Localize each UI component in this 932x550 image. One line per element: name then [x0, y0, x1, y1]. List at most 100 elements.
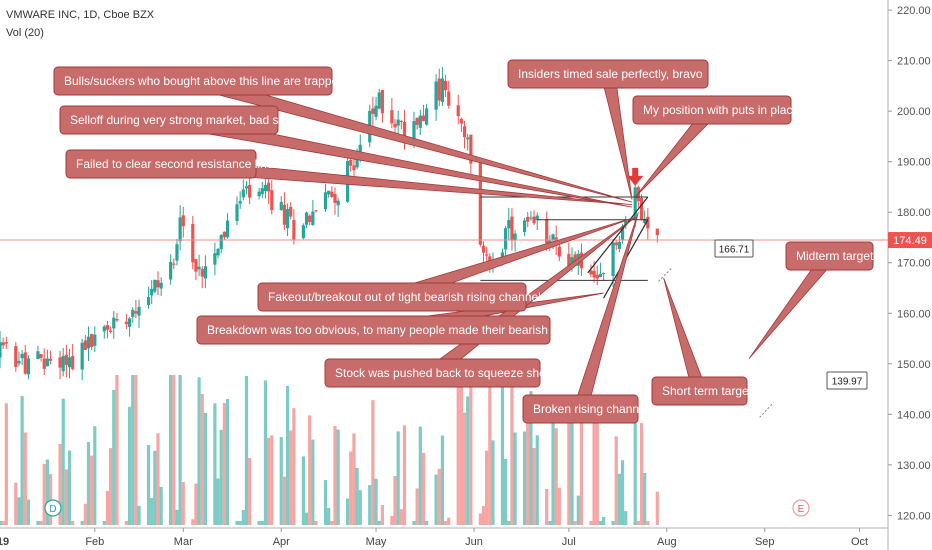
candle-body [178, 217, 182, 242]
volume-bar [425, 521, 429, 525]
candle-body [447, 91, 451, 106]
volume-bar [112, 389, 116, 525]
volume-bar [447, 517, 451, 525]
candle-body [485, 254, 489, 256]
callout-insiders-sale-box[interactable] [507, 59, 709, 89]
volume-bar [526, 401, 530, 525]
candle-body [181, 215, 185, 227]
candle-body [421, 115, 426, 122]
candle-body [304, 212, 309, 225]
callout-short-term-target: Short term target [662, 384, 753, 398]
volume-bar [513, 432, 517, 525]
volume-bar [169, 375, 173, 525]
volume-bar [355, 467, 359, 525]
callout-fakeout-breakout-box[interactable] [257, 282, 527, 312]
earnings-marker[interactable] [792, 499, 810, 517]
candle-body [323, 192, 328, 210]
rising-channel-upper[interactable] [587, 196, 649, 274]
chart-title: VMWARE INC, 1D, Cboe BZX [6, 9, 155, 21]
candle-body [169, 261, 173, 280]
candle-body [624, 220, 628, 226]
candle-body [443, 80, 448, 91]
callout-selloff-strong-market-box[interactable] [59, 105, 279, 135]
volume-bar [510, 376, 514, 525]
midterm-target-price-box [826, 371, 868, 390]
callout-bulls-trapped-box[interactable] [53, 66, 333, 96]
callout-breakdown-obvious-box[interactable] [196, 315, 551, 345]
x-tick-label: May [366, 536, 387, 548]
volume-bar [500, 375, 505, 525]
volume-bar [601, 516, 606, 525]
volume-bar [80, 521, 84, 525]
volume-bar [377, 521, 381, 525]
candle-body [614, 242, 618, 246]
volume-label: Vol (20) [6, 27, 44, 39]
candle-body [355, 154, 359, 168]
volume-bar [304, 512, 309, 525]
candle-body [279, 201, 283, 211]
candle-body [219, 234, 223, 250]
callout-short-term-target-box[interactable] [651, 376, 748, 406]
candle-body [459, 118, 463, 124]
candle-body [127, 318, 132, 327]
volume-bar [124, 521, 129, 525]
volume-bar [267, 437, 271, 525]
callout-midterm-target-box[interactable] [785, 241, 874, 271]
callout-midterm-target: Midterm target [796, 249, 874, 263]
volume-bar [478, 513, 482, 525]
callout-my-position-box[interactable] [632, 95, 792, 125]
volume-bar [396, 431, 400, 525]
dividend-marker-label: D [49, 504, 56, 515]
candle-body [500, 252, 505, 260]
candle-body [292, 219, 296, 240]
callout-pushed-back-squeeze-box[interactable] [324, 358, 541, 388]
volume-bar [529, 391, 533, 525]
volume-bar [554, 428, 558, 525]
volume-bar [20, 396, 24, 525]
volume-bar [589, 521, 593, 525]
y-tick-label: 220.00 [897, 5, 931, 17]
volume-bar [485, 450, 489, 525]
volume-bar [633, 409, 637, 525]
volume-bar [225, 398, 230, 525]
volume-bar [639, 423, 644, 525]
callout-failed-second-resistance-box[interactable] [65, 149, 257, 179]
volume-bar [194, 483, 198, 525]
candle-body [86, 336, 91, 349]
callouts-group: Bulls/suckers who bought above this line… [53, 59, 874, 424]
callout-breakdown-obvious: Breakdown was too obvious, to many peopl… [207, 323, 574, 337]
candle-body [601, 273, 606, 275]
callout-broken-rising-channel-box[interactable] [522, 394, 639, 424]
callout-pushed-back-squeeze: Stock was pushed back to squeeze shorts [335, 366, 559, 380]
candle-body [374, 105, 378, 117]
callout-broken-rising-channel-leader [573, 212, 639, 412]
candle-body [39, 354, 43, 358]
volume-bar [368, 485, 372, 525]
candle-body [235, 204, 239, 222]
volume-bar [576, 495, 580, 525]
callout-my-position: My position with puts in place [643, 103, 799, 117]
candle-body [646, 216, 650, 229]
earnings-marker-label: E [798, 504, 805, 515]
callout-insiders-sale-leader [600, 72, 633, 200]
candle-body [124, 321, 129, 325]
volume-bar [643, 472, 647, 525]
candle-body [352, 165, 356, 171]
volume-bar [248, 458, 252, 525]
callout-broken-rising-channel: Broken rising channel [533, 402, 648, 416]
volume-bar [36, 521, 40, 525]
volume-bar [178, 375, 182, 525]
candle-body [513, 233, 517, 240]
volume-bar [443, 521, 448, 525]
candle-body [478, 161, 482, 245]
volume-bar [352, 433, 356, 525]
volume-bar [380, 504, 384, 525]
volume-bar [1, 521, 5, 525]
volume-bar [127, 406, 132, 525]
candle-body [456, 105, 460, 117]
dividend-marker[interactable] [44, 499, 62, 517]
candle-body [598, 273, 603, 278]
candle-body [203, 266, 208, 279]
candle-body [260, 188, 264, 195]
